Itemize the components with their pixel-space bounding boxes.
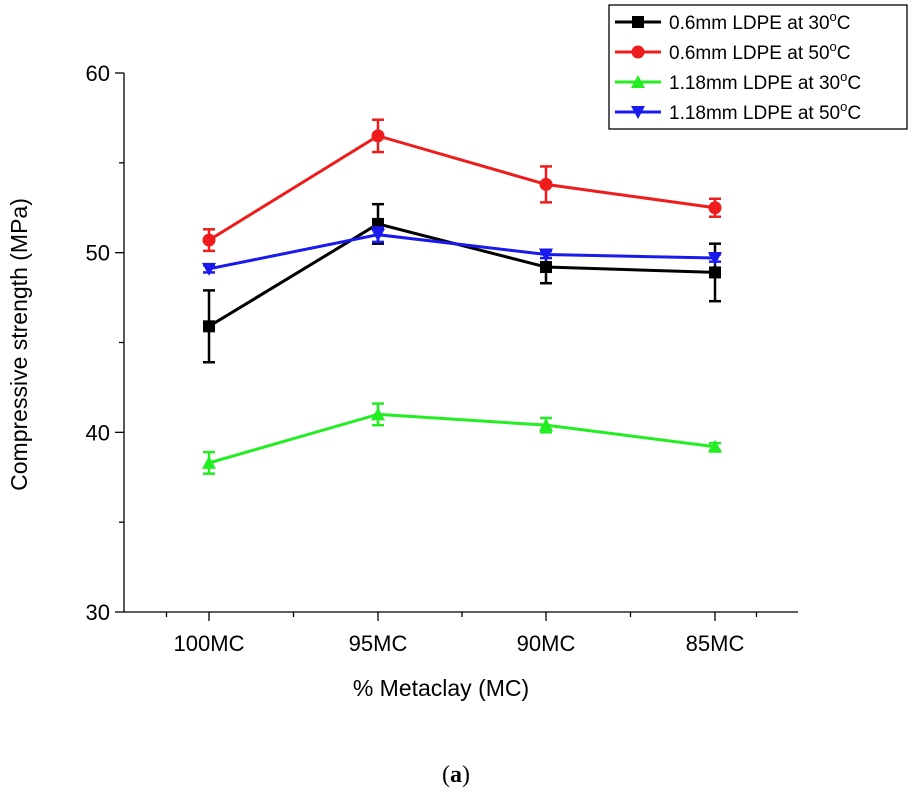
series-line [208, 134, 716, 242]
plot-area [202, 118, 722, 475]
data-point [371, 228, 385, 242]
series-line [208, 412, 716, 465]
legend-entry: 0.6mm LDPE at 30oC [615, 9, 851, 34]
data-point [540, 261, 552, 274]
data-point [709, 266, 721, 279]
legend-entry: 1.18mm LDPE at 50oC [615, 99, 861, 124]
x-tick-label: 85MC [686, 631, 745, 656]
legend-label: 1.18mm LDPE at 50oC [669, 99, 861, 124]
data-point [202, 233, 216, 247]
x-tick-label: 95MC [349, 631, 408, 656]
series-line [208, 222, 716, 328]
legend-label: 0.6mm LDPE at 50oC [669, 39, 851, 64]
series-2 [202, 118, 722, 253]
y-tick-label: 30 [86, 600, 110, 625]
data-point [539, 418, 553, 432]
data-point [708, 252, 722, 266]
series-line [208, 233, 716, 271]
data-point [202, 262, 216, 276]
x-axis-title: % Metaclay (MC) [353, 675, 529, 701]
legend-marker [632, 16, 644, 28]
x-tick-label: 100MC [174, 631, 245, 656]
data-point [371, 129, 385, 143]
legend-entry: 1.18mm LDPE at 30oC [615, 69, 861, 94]
y-tick-label: 40 [86, 420, 110, 445]
figure-caption: (a) [0, 762, 912, 789]
data-point [539, 177, 553, 191]
data-point [371, 407, 385, 421]
data-point [708, 201, 722, 215]
caption-label: a [450, 762, 462, 788]
x-tick-label: 90MC [517, 631, 576, 656]
caption-open: ( [442, 762, 450, 788]
y-axis-title: Compressive strength (MPa) [6, 198, 32, 491]
data-point [203, 320, 215, 333]
y-tick-label: 60 [86, 61, 110, 86]
legend-marker [631, 45, 645, 59]
series-4 [202, 226, 722, 276]
legend: 0.6mm LDPE at 30oC 0.6mm LDPE at 50oC 1.18… [608, 4, 908, 130]
data-point [708, 439, 722, 453]
legend-marker [631, 106, 645, 119]
y-tick-label: 50 [86, 241, 110, 266]
legend-label: 1.18mm LDPE at 30oC [669, 69, 861, 94]
legend-box [608, 4, 908, 130]
series-1 [203, 202, 721, 364]
caption-close: ) [462, 762, 470, 788]
data-point [539, 248, 553, 262]
legend-marker [631, 75, 645, 88]
legend-label: 0.6mm LDPE at 30oC [669, 9, 851, 34]
axes: 30 40 50 60 100MC 95MC 90MC 85MC % Metaclay (MC)… [6, 61, 798, 701]
legend-entry: 0.6mm LDPE at 50oC [615, 39, 851, 64]
data-point [202, 455, 216, 469]
series-3 [202, 402, 722, 475]
